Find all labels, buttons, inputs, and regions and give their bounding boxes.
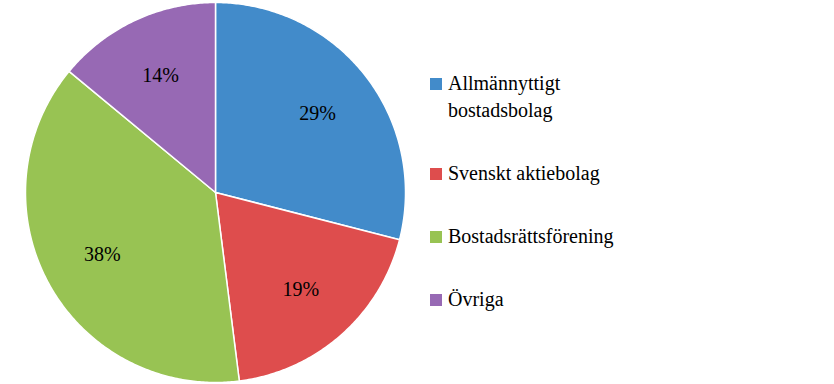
svg-text:29%: 29% — [299, 102, 336, 124]
svg-text:19%: 19% — [283, 278, 320, 300]
html-text:Bostadsrättsförening: Bostadsrättsförening — [448, 225, 614, 247]
html-text:Allmännyttigt bostadsbolag: Allmännyttigt bostadsbolag — [448, 72, 561, 121]
svg-text:14%: 14% — [142, 64, 179, 86]
svg-text:38%: 38% — [84, 243, 121, 265]
html-text:Övriga: Övriga — [448, 288, 504, 310]
html-text:Svenskt aktiebolag: Svenskt aktiebolag — [448, 162, 600, 184]
